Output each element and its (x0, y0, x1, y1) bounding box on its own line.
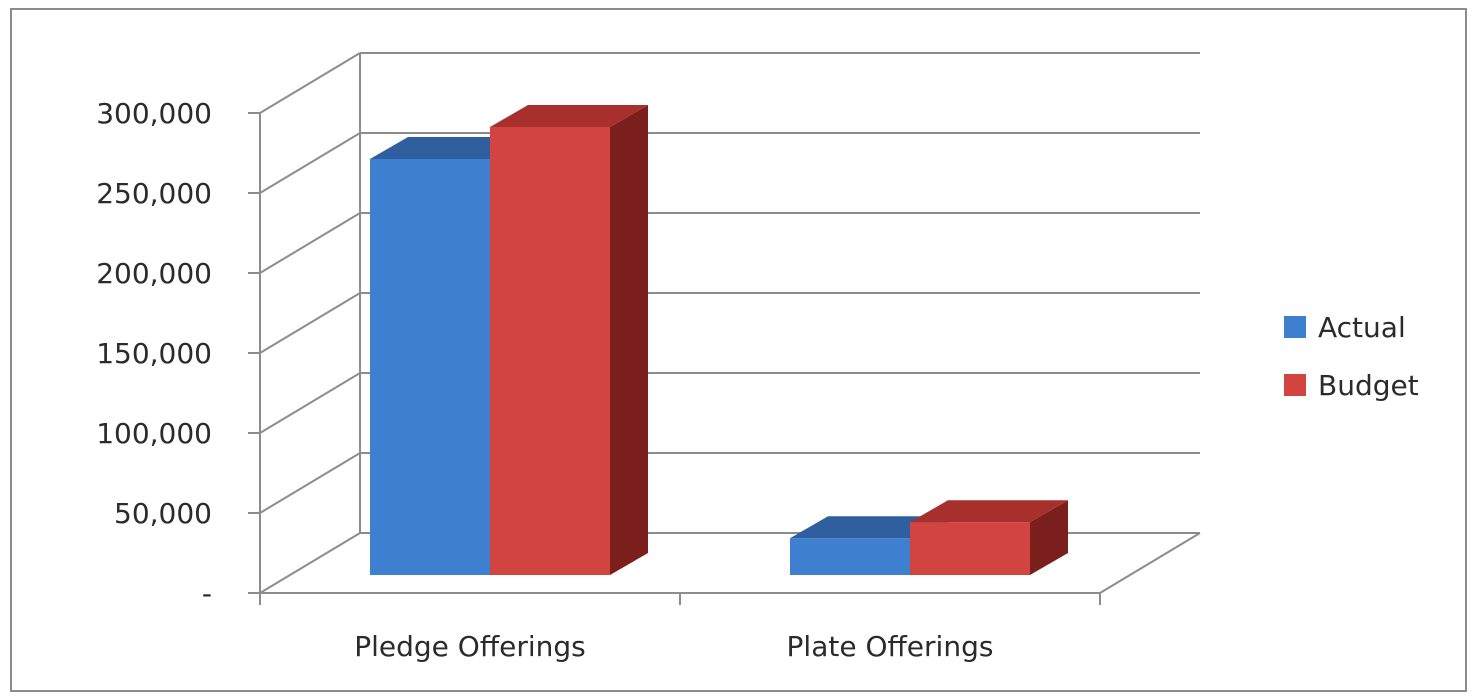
x-axis-categories: Pledge Offerings Plate Offerings (354, 630, 993, 663)
side-wall-line (260, 133, 360, 193)
bar-budget-0 (490, 105, 648, 575)
side-wall-line (260, 213, 360, 273)
side-wall-line (260, 293, 360, 353)
legend-swatch-budget (1284, 374, 1306, 396)
bar-budget-1 (910, 500, 1068, 575)
y-tick-label: 200,000 (96, 257, 212, 290)
side-wall-line (260, 53, 360, 113)
bar-front-face (370, 159, 490, 575)
side-wall-line (260, 533, 360, 593)
legend-swatch-actual (1284, 316, 1306, 338)
y-tick-label: 50,000 (114, 497, 212, 530)
y-tick-label: - (202, 577, 212, 610)
legend: Actual Budget (1284, 311, 1419, 402)
bar-front-face (790, 538, 910, 575)
bar-front-face (490, 127, 610, 575)
side-wall-line (260, 373, 360, 433)
y-tick-label: 100,000 (96, 417, 212, 450)
category-label: Pledge Offerings (354, 630, 586, 663)
bar-front-face (910, 522, 1030, 575)
y-tick-label: 150,000 (96, 337, 212, 370)
category-label: Plate Offerings (787, 630, 994, 663)
bar-side-face (610, 105, 648, 575)
legend-label-actual: Actual (1318, 311, 1406, 344)
bars-layer (370, 105, 1068, 575)
y-tick-label: 250,000 (96, 177, 212, 210)
side-wall-line (260, 453, 360, 513)
y-tick-label: 300,000 (96, 97, 212, 130)
y-axis-ticks: - 50,000 100,000 150,000 200,000 250,000 300,0… (96, 97, 212, 610)
legend-label-budget: Budget (1318, 369, 1419, 402)
floor-right-edge (1100, 533, 1200, 593)
